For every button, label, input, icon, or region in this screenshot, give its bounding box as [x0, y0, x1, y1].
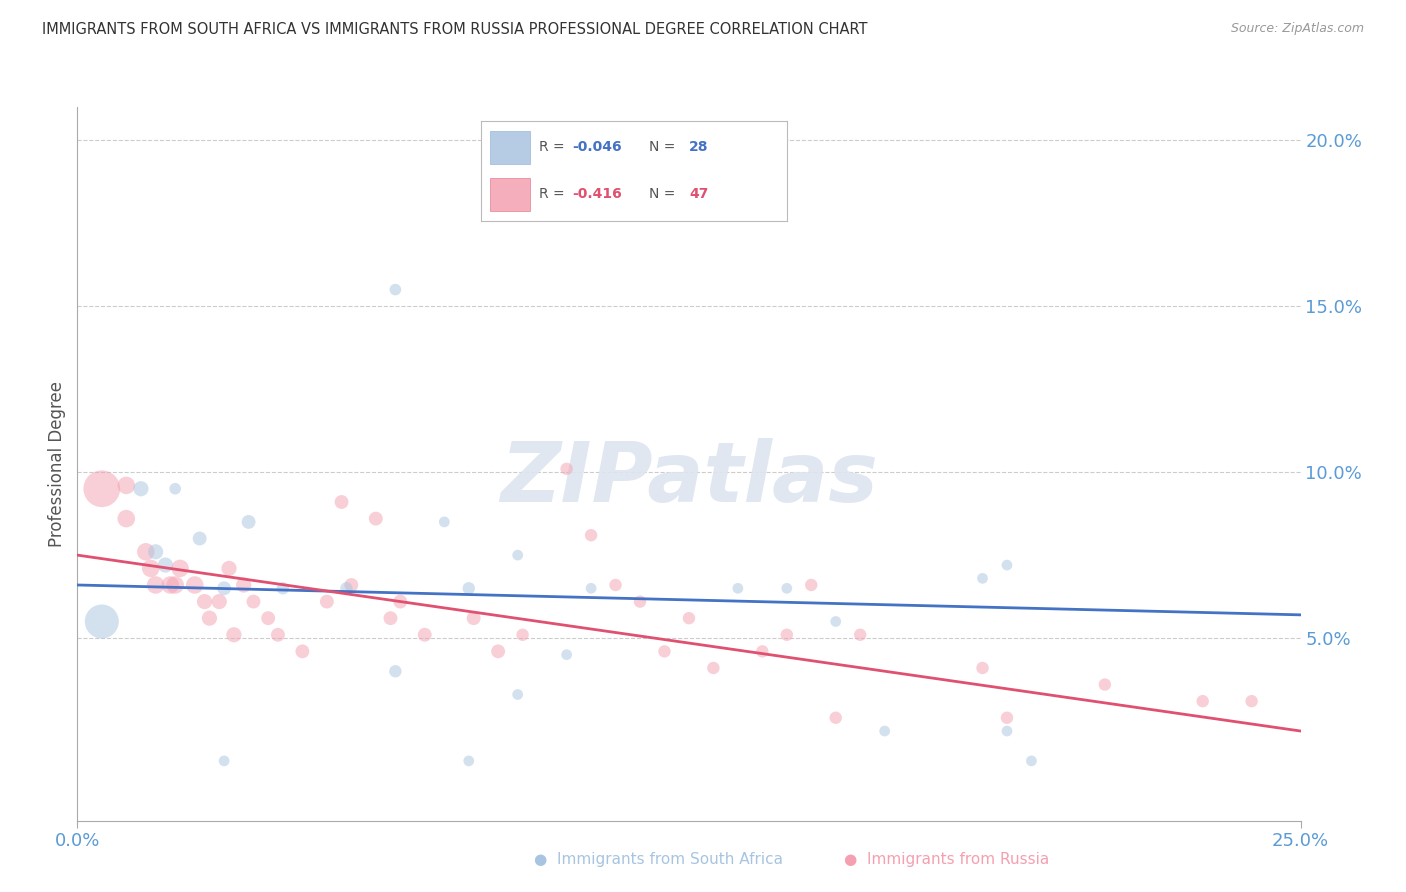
Text: ●  Immigrants from Russia: ● Immigrants from Russia	[844, 852, 1049, 867]
Point	[702, 661, 724, 675]
Point	[579, 528, 602, 542]
Point	[995, 558, 1018, 572]
Point	[315, 594, 337, 608]
Point	[165, 578, 187, 592]
Point	[155, 558, 177, 572]
Point	[267, 628, 290, 642]
Text: -0.416: -0.416	[572, 187, 623, 202]
Point	[506, 688, 529, 702]
FancyBboxPatch shape	[491, 178, 530, 211]
Point	[605, 578, 627, 592]
Point	[512, 628, 534, 642]
Point	[1240, 694, 1263, 708]
Point	[238, 515, 260, 529]
Point	[188, 532, 211, 546]
Point	[555, 648, 578, 662]
Point	[413, 628, 436, 642]
Y-axis label: Professional Degree: Professional Degree	[48, 381, 66, 547]
Text: 47: 47	[689, 187, 709, 202]
Point	[995, 711, 1018, 725]
Point	[457, 582, 479, 596]
Point	[506, 548, 529, 562]
Point	[433, 515, 456, 529]
Point	[198, 611, 221, 625]
Point	[115, 511, 138, 525]
Point	[457, 754, 479, 768]
Point	[165, 482, 187, 496]
Text: ●  Immigrants from South Africa: ● Immigrants from South Africa	[534, 852, 783, 867]
Point	[218, 561, 240, 575]
Point	[145, 545, 167, 559]
Text: -0.046: -0.046	[572, 140, 623, 154]
Point	[486, 644, 509, 658]
Point	[1094, 677, 1116, 691]
Point	[208, 594, 231, 608]
Text: 28: 28	[689, 140, 709, 154]
Point	[364, 511, 387, 525]
Point	[129, 482, 152, 496]
Point	[1021, 754, 1043, 768]
Point	[271, 582, 294, 596]
Point	[751, 644, 773, 658]
Point	[90, 482, 112, 496]
Point	[212, 754, 235, 768]
Point	[90, 615, 112, 629]
Point	[135, 545, 157, 559]
Text: R =: R =	[538, 187, 569, 202]
Point	[222, 628, 245, 642]
Point	[776, 582, 799, 596]
Point	[579, 582, 602, 596]
Point	[824, 711, 846, 725]
Point	[212, 582, 235, 596]
Point	[340, 578, 363, 592]
Point	[145, 578, 167, 592]
Point	[159, 578, 181, 592]
Point	[1191, 694, 1213, 708]
Text: IMMIGRANTS FROM SOUTH AFRICA VS IMMIGRANTS FROM RUSSIA PROFESSIONAL DEGREE CORRE: IMMIGRANTS FROM SOUTH AFRICA VS IMMIGRAN…	[42, 22, 868, 37]
Point	[654, 644, 676, 658]
Point	[184, 578, 207, 592]
Point	[776, 628, 799, 642]
Point	[555, 462, 578, 476]
Point	[849, 628, 872, 642]
Point	[628, 594, 651, 608]
Text: Source: ZipAtlas.com: Source: ZipAtlas.com	[1230, 22, 1364, 36]
Point	[463, 611, 485, 625]
Point	[115, 478, 138, 492]
Point	[232, 578, 254, 592]
Point	[824, 615, 846, 629]
Point	[972, 661, 994, 675]
Point	[678, 611, 700, 625]
Point	[380, 611, 402, 625]
Point	[995, 724, 1018, 739]
Text: N =: N =	[650, 187, 681, 202]
Point	[193, 594, 215, 608]
Point	[139, 561, 162, 575]
Text: R =: R =	[538, 140, 569, 154]
Text: N =: N =	[650, 140, 681, 154]
Point	[384, 283, 406, 297]
Point	[727, 582, 749, 596]
Point	[291, 644, 314, 658]
Point	[389, 594, 412, 608]
Text: ZIPatlas: ZIPatlas	[501, 438, 877, 518]
Point	[384, 665, 406, 679]
Point	[242, 594, 264, 608]
Point	[257, 611, 280, 625]
Point	[330, 495, 353, 509]
Point	[169, 561, 191, 575]
Point	[873, 724, 896, 739]
Point	[335, 582, 357, 596]
Point	[972, 571, 994, 585]
Point	[800, 578, 823, 592]
FancyBboxPatch shape	[491, 131, 530, 164]
